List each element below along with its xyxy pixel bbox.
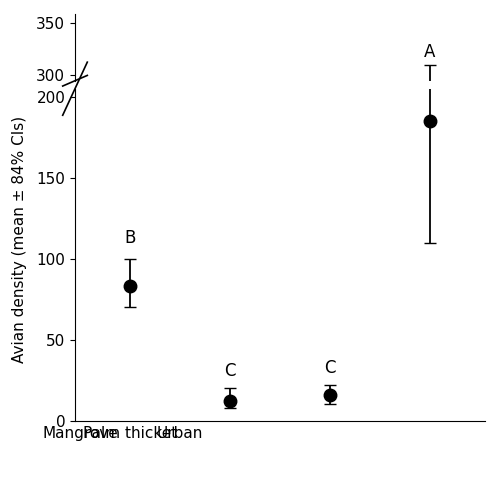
- Text: C: C: [324, 359, 336, 377]
- Text: Avian density (mean ± 84% CIs): Avian density (mean ± 84% CIs): [12, 116, 28, 362]
- Text: A: A: [424, 43, 436, 61]
- Text: C: C: [224, 362, 236, 380]
- Text: B: B: [124, 229, 136, 248]
